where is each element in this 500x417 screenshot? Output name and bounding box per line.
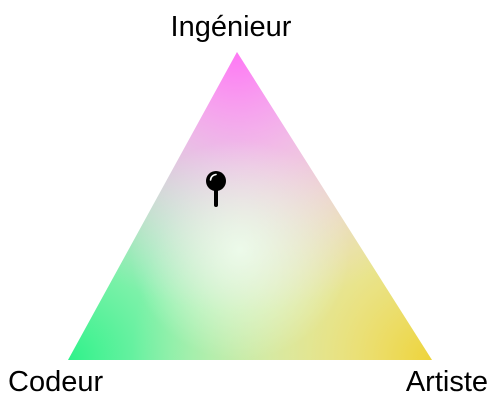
vertex-label-artiste: Artiste (405, 366, 488, 398)
vertex-label-ingenieur: Ingénieur (170, 11, 292, 43)
pin-icon[interactable] (203, 170, 229, 210)
vertex-label-codeur: Codeur (8, 366, 104, 398)
